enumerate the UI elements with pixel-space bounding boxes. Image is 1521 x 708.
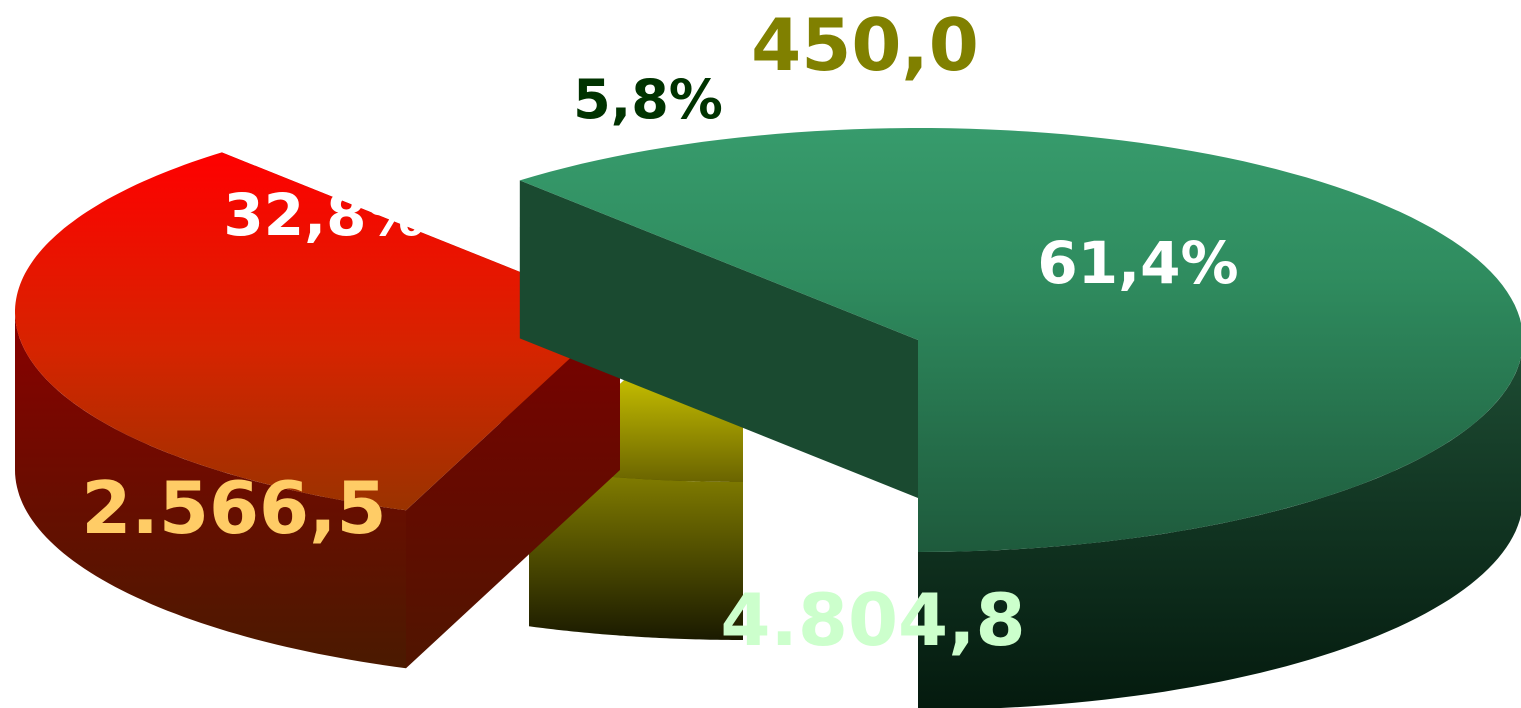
slice-value-label: 2.566,5 <box>81 466 386 550</box>
pie-slice-red-top <box>15 152 620 511</box>
slice-percent-label: 61,4% <box>1037 229 1238 297</box>
pie-slice-green-top <box>519 128 1521 552</box>
pie-slice-green <box>519 128 1521 708</box>
slice-percent-label: 5,8% <box>573 68 723 131</box>
pie-slice-red-wall-1 <box>406 312 620 669</box>
pie-slice-yellow-side <box>529 468 743 640</box>
pie-slice-green-side <box>918 356 1521 708</box>
pie-slice-red <box>15 152 621 669</box>
slice-value-label: 450,0 <box>751 3 979 87</box>
pie-slice-red-side <box>15 312 406 669</box>
slice-value-label: 4.804,8 <box>720 578 1025 662</box>
pie-slice-green-wall-1 <box>519 180 918 498</box>
slice-percent-label: 32,8% <box>223 181 424 249</box>
